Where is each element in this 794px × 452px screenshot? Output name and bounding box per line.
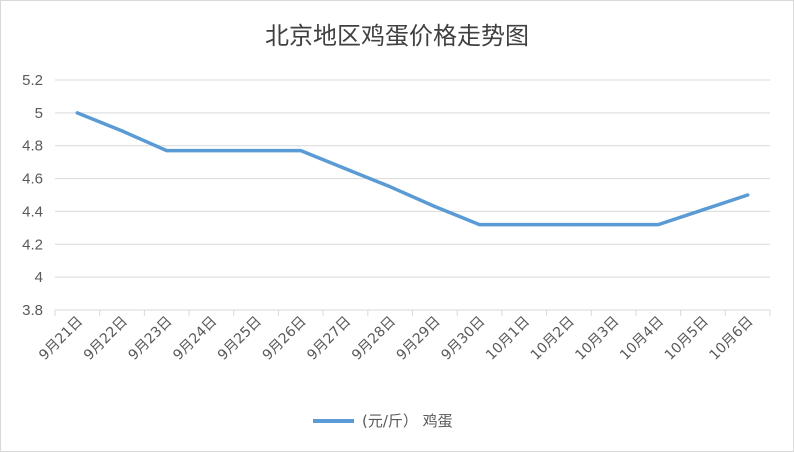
x-tick-label: 10月5日 [662, 314, 712, 364]
series-layer [75, 111, 750, 227]
legend: (元/斤） 鸡蛋 [313, 412, 453, 430]
x-tick-label: 9月22日 [81, 314, 131, 364]
data-point [120, 129, 124, 133]
y-tick-label: 5.2 [22, 72, 43, 89]
data-point [75, 111, 79, 115]
data-point [478, 223, 482, 227]
x-tick-label: 9月30日 [438, 314, 488, 364]
x-tick-label: 9月25日 [215, 314, 265, 364]
x-tick-label: 10月3日 [572, 314, 622, 364]
data-point [388, 185, 392, 189]
x-tick-label: 10月1日 [483, 314, 533, 364]
x-tick-label: 10月2日 [528, 314, 578, 364]
data-point [343, 167, 347, 171]
data-point [254, 149, 258, 153]
data-point [165, 149, 169, 153]
data-point [701, 208, 705, 212]
x-tick-label: 9月27日 [304, 314, 354, 364]
y-tick-label: 4.2 [22, 236, 43, 253]
y-tick-label: 4 [35, 269, 43, 286]
data-point [656, 223, 660, 227]
x-tick-label: 9月23日 [126, 314, 176, 364]
data-point [433, 205, 437, 208]
data-point [612, 223, 616, 227]
y-tick-label: 4.8 [22, 138, 43, 155]
y-tick-label: 3.8 [22, 302, 43, 319]
y-tick-label: 4.6 [22, 171, 43, 188]
x-tick-label: 9月28日 [349, 314, 399, 364]
gridlines [55, 79, 770, 311]
y-axis: 3.8 4 4.2 4.4 4.6 4.8 5 5.2 [22, 72, 43, 319]
x-tick-label: 10月6日 [706, 314, 756, 364]
legend-label: (元/斤） 鸡蛋 [362, 412, 453, 430]
x-tick-label: 9月21日 [36, 314, 86, 364]
data-point [209, 149, 213, 153]
data-point [746, 193, 750, 197]
series-line-0 [75, 111, 750, 227]
data-point [567, 223, 571, 227]
data-point [522, 223, 526, 227]
x-tick-label: 10月4日 [617, 314, 667, 364]
x-tick-label: 9月24日 [170, 314, 220, 364]
y-tick-label: 4.4 [22, 203, 43, 220]
data-point [299, 149, 303, 153]
x-axis: 9月21日9月22日9月23日9月24日9月25日9月26日9月27日9月28日… [36, 310, 771, 364]
y-tick-label: 5 [35, 105, 43, 122]
x-tick-label: 9月26日 [260, 314, 310, 364]
chart-title: 北京地区鸡蛋价格走势图 [265, 22, 529, 50]
x-tick-label: 9月29日 [394, 314, 444, 364]
